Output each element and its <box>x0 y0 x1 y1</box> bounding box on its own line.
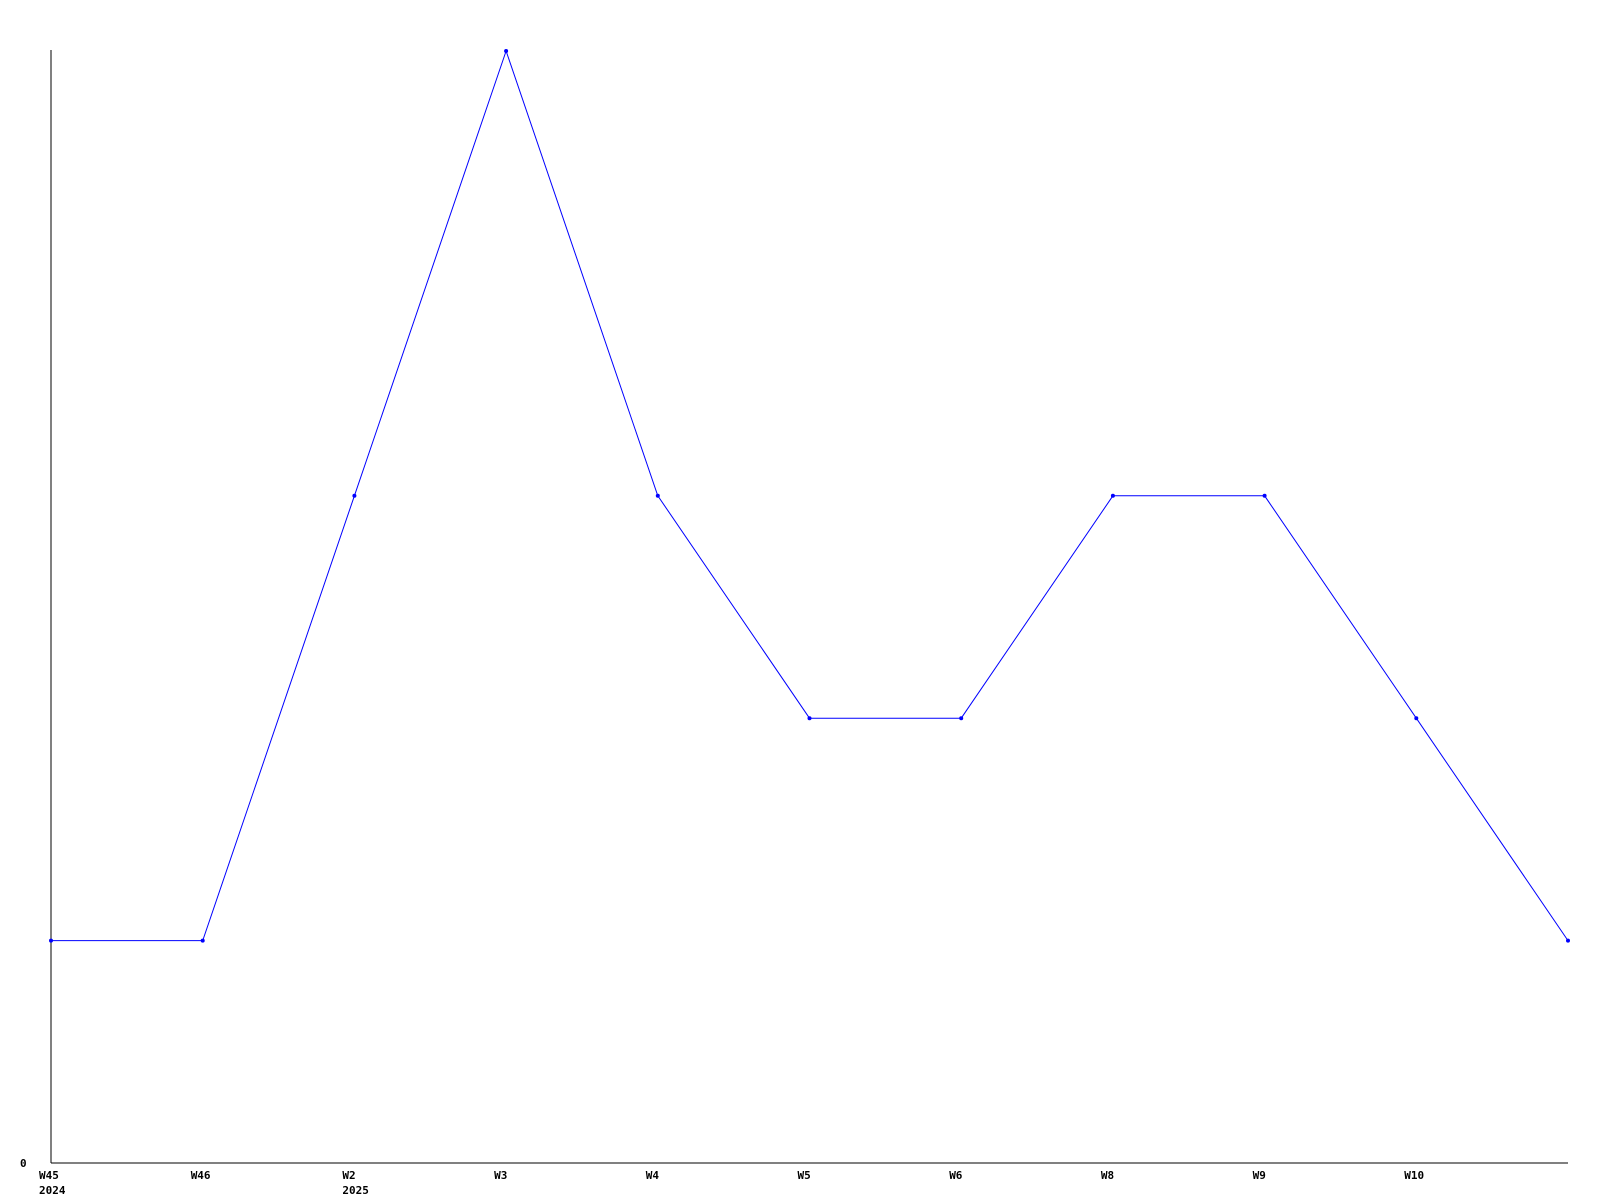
data-point <box>504 49 509 53</box>
data-point <box>655 493 660 498</box>
data-point <box>1110 493 1115 498</box>
x-tick-label: W8 <box>1101 1169 1114 1182</box>
data-point <box>1414 716 1419 721</box>
x-tick-sublabel: 2025 <box>342 1184 369 1197</box>
x-tick-label: W6 <box>949 1169 963 1182</box>
data-point <box>959 716 964 721</box>
data-point <box>1262 493 1267 498</box>
x-tick-label: W9 <box>1253 1169 1266 1182</box>
x-tick-label: W46 <box>191 1169 211 1182</box>
data-point <box>1566 938 1570 943</box>
x-tick-label: W45 <box>39 1169 59 1182</box>
data-point <box>807 716 812 721</box>
data-point <box>49 938 53 943</box>
data-point <box>200 938 205 943</box>
x-tick-label: W10 <box>1404 1169 1424 1182</box>
data-point <box>352 493 357 498</box>
x-tick-label: W3 <box>494 1169 507 1182</box>
x-tick-label: W2 <box>342 1169 355 1182</box>
x-tick-label: W4 <box>646 1169 660 1182</box>
x-tick-sublabel: 2024 <box>39 1184 66 1197</box>
series-line <box>51 49 1569 942</box>
x-tick-label: W5 <box>798 1169 811 1182</box>
y-tick-label: 0 <box>20 1157 27 1170</box>
